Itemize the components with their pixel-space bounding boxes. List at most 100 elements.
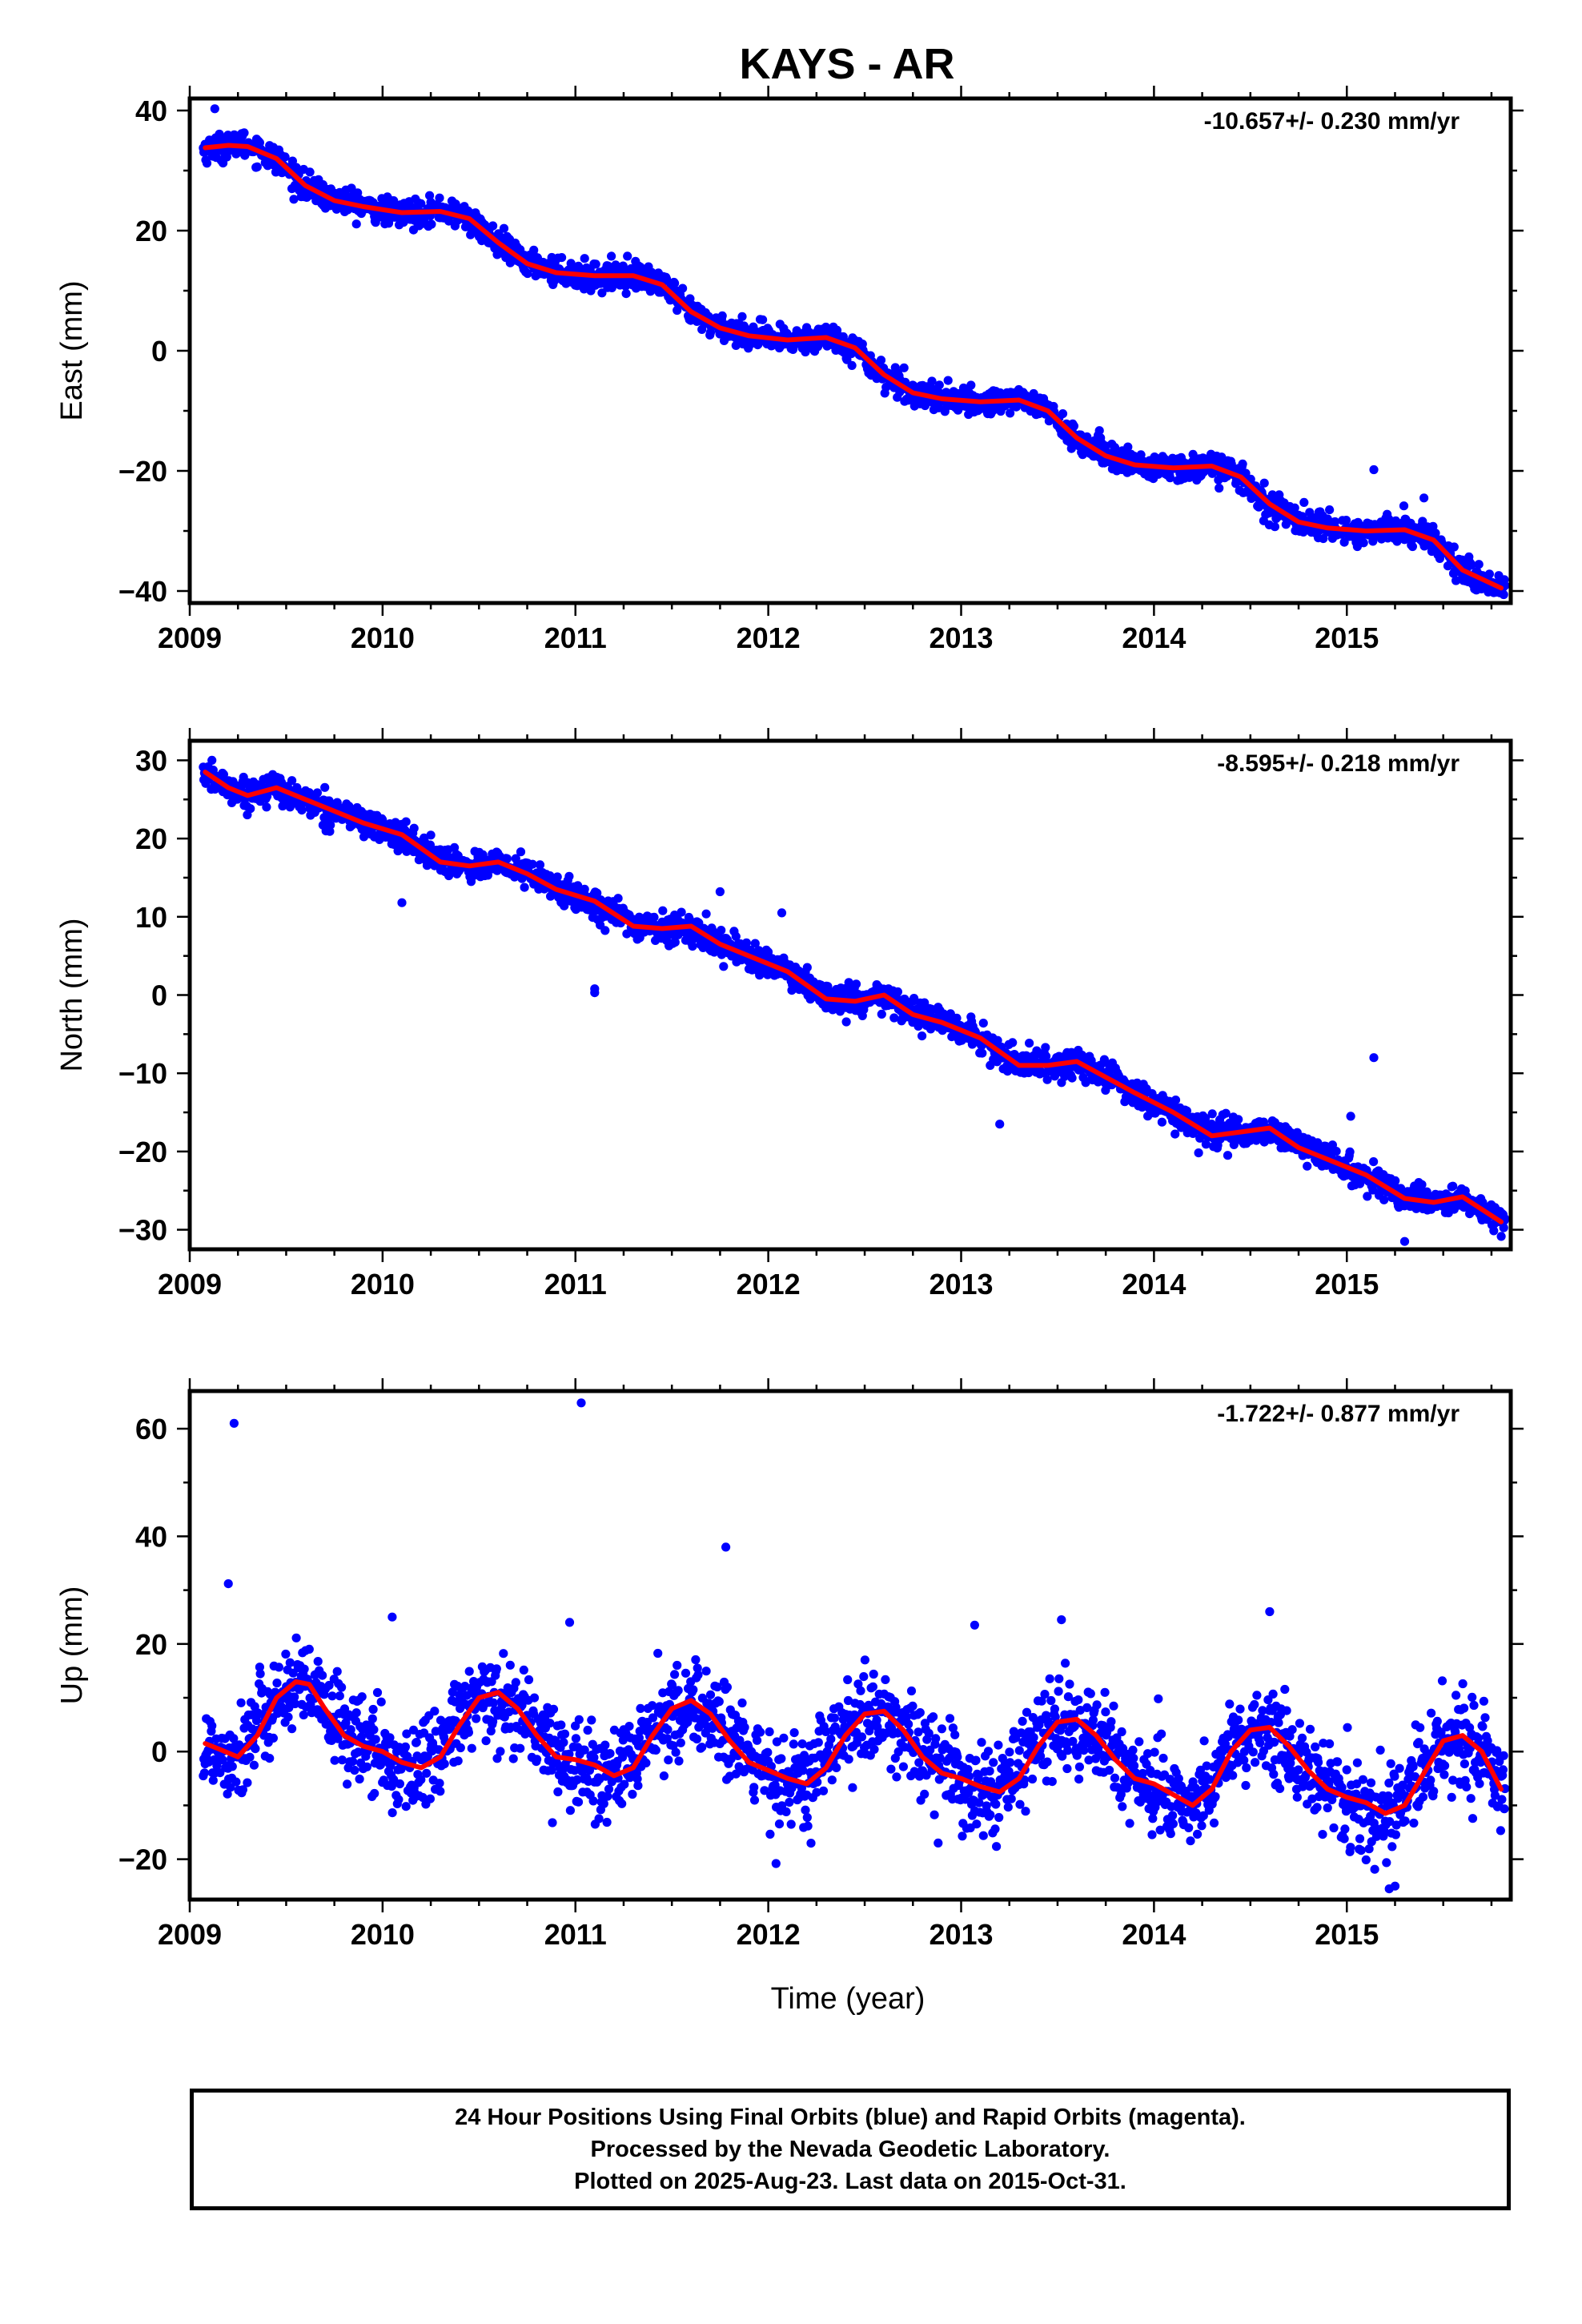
east-x-tick-label: 2011 bbox=[544, 621, 607, 654]
north-data-point bbox=[1234, 1115, 1243, 1124]
up-data-point bbox=[207, 1721, 217, 1731]
east-data-point bbox=[1431, 529, 1440, 538]
north-data-point bbox=[246, 804, 255, 814]
north-data-point bbox=[741, 938, 752, 947]
north-data-point bbox=[1391, 1176, 1400, 1185]
north-data-point bbox=[320, 782, 330, 792]
up-data-point bbox=[285, 1658, 295, 1667]
up-data-point bbox=[199, 1768, 209, 1778]
up-data-point bbox=[229, 1734, 239, 1743]
east-data-point bbox=[1136, 450, 1146, 460]
north-data-point bbox=[1195, 1133, 1205, 1143]
up-data-point bbox=[492, 1664, 501, 1674]
north-data-point bbox=[564, 871, 574, 881]
up-data-point bbox=[290, 1699, 300, 1709]
north-data-point bbox=[920, 998, 930, 1007]
east-x-tick-label: 2012 bbox=[737, 621, 801, 654]
up-data-point bbox=[367, 1714, 377, 1723]
north-x-tick-label: 2011 bbox=[544, 1268, 607, 1301]
up-data-point bbox=[516, 1743, 525, 1753]
east-data-point bbox=[488, 221, 498, 231]
up-data-point bbox=[395, 1779, 404, 1789]
east-data-point bbox=[425, 191, 435, 200]
up-data-point bbox=[324, 1680, 334, 1691]
east-data-point bbox=[1359, 538, 1368, 548]
north-data-point bbox=[1303, 1161, 1312, 1171]
up-data-point bbox=[343, 1779, 352, 1789]
east-rate-label: -10.657+/- 0.230 mm/yr bbox=[1204, 108, 1460, 135]
north-data-point bbox=[1448, 1181, 1458, 1191]
north-fit-line bbox=[203, 770, 1504, 1224]
north-data-point bbox=[1170, 1129, 1180, 1139]
up-data-point bbox=[268, 1733, 278, 1743]
up-data-point bbox=[313, 1657, 323, 1667]
up-data-point bbox=[291, 1633, 301, 1642]
up-data-point bbox=[249, 1760, 259, 1770]
up-data-point bbox=[499, 1649, 508, 1659]
east-y-tick-label: 0 bbox=[151, 335, 167, 368]
east-data-point bbox=[1452, 576, 1461, 585]
up-data-point bbox=[559, 1738, 568, 1747]
up-data-point bbox=[448, 1687, 457, 1697]
up-scatter-series bbox=[199, 1398, 1510, 1894]
north-data-point bbox=[701, 909, 711, 919]
east-data-point bbox=[1123, 442, 1133, 452]
up-data-point bbox=[488, 1698, 499, 1707]
up-data-point bbox=[337, 1683, 347, 1692]
chart-title: KAYS - AR bbox=[739, 40, 954, 88]
north-data-point bbox=[731, 931, 741, 941]
north-outlier-point bbox=[995, 1120, 1005, 1129]
north-data-point bbox=[1379, 1195, 1389, 1204]
up-data-point bbox=[505, 1660, 515, 1670]
up-data-point bbox=[290, 1692, 299, 1702]
east-data-point bbox=[670, 279, 680, 288]
east-x-tick-label: 2009 bbox=[158, 621, 222, 654]
north-data-point bbox=[677, 907, 686, 917]
up-data-point bbox=[337, 1755, 347, 1765]
north-data-point bbox=[409, 823, 419, 833]
north-data-point bbox=[1368, 1185, 1378, 1195]
east-data-point bbox=[717, 311, 727, 320]
up-data-point bbox=[548, 1818, 557, 1827]
north-y-tick-label: 0 bbox=[151, 979, 167, 1012]
east-data-point bbox=[529, 245, 539, 255]
east-data-point bbox=[731, 340, 741, 350]
north-outlier-point bbox=[1346, 1112, 1355, 1121]
north-y-tick-label: 20 bbox=[135, 822, 167, 855]
north-data-point bbox=[516, 847, 526, 857]
up-data-point bbox=[556, 1720, 566, 1730]
north-data-point bbox=[802, 963, 812, 972]
east-data-point bbox=[758, 315, 768, 324]
north-panel: 2009 2010 2011 2012 2013 2014 2015−30−20−10010… bbox=[55, 728, 1524, 1301]
up-data-point bbox=[356, 1732, 366, 1742]
north-data-point bbox=[552, 872, 562, 882]
up-data-point bbox=[255, 1663, 264, 1672]
east-y-tick-label: −40 bbox=[118, 575, 167, 608]
east-data-point bbox=[1259, 478, 1269, 488]
east-data-point bbox=[847, 360, 857, 370]
north-data-point bbox=[1221, 1108, 1231, 1118]
north-data-point bbox=[1157, 1117, 1166, 1127]
up-data-point bbox=[227, 1762, 237, 1771]
north-data-point bbox=[1499, 1223, 1508, 1232]
up-data-point bbox=[481, 1736, 491, 1746]
up-data-point bbox=[529, 1693, 540, 1703]
north-data-point bbox=[1194, 1148, 1203, 1158]
up-data-point bbox=[435, 1779, 444, 1788]
east-y-axis-label: East (mm) bbox=[55, 280, 89, 420]
up-data-point bbox=[430, 1707, 440, 1716]
up-data-point bbox=[431, 1727, 440, 1736]
up-data-point bbox=[488, 1717, 498, 1727]
north-data-point bbox=[670, 938, 680, 947]
north-data-point bbox=[750, 939, 760, 948]
up-data-point bbox=[371, 1735, 380, 1744]
east-data-point bbox=[1407, 541, 1417, 552]
up-data-point bbox=[347, 1756, 358, 1767]
east-data-point bbox=[876, 356, 886, 365]
east-data-point bbox=[1474, 560, 1484, 569]
up-data-point bbox=[440, 1759, 449, 1769]
east-data-point bbox=[1449, 542, 1459, 552]
north-data-point bbox=[535, 860, 545, 870]
east-data-point bbox=[1215, 483, 1224, 493]
north-y-tick-label: −10 bbox=[118, 1057, 167, 1090]
